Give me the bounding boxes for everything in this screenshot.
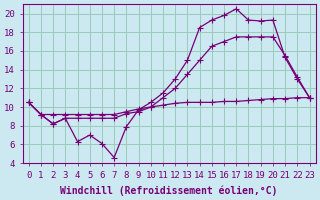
X-axis label: Windchill (Refroidissement éolien,°C): Windchill (Refroidissement éolien,°C)	[60, 185, 278, 196]
